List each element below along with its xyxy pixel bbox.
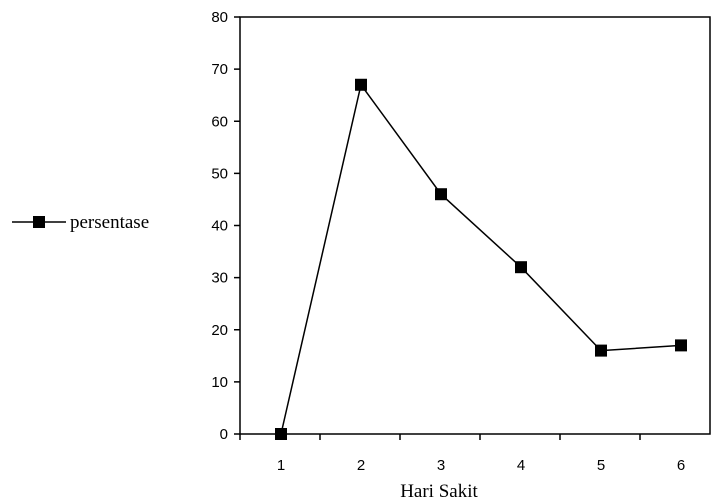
x-tick-label: 5	[597, 457, 605, 474]
legend: persentase	[12, 212, 149, 233]
data-point-marker	[355, 78, 367, 91]
legend-square-marker-icon	[33, 216, 45, 228]
data-point-marker	[275, 428, 287, 440]
data-point-marker	[435, 188, 447, 201]
y-tick-label: 30	[211, 270, 228, 287]
legend-label: persentase	[70, 212, 149, 233]
x-tick-label: 4	[517, 457, 525, 474]
y-tick-label: 40	[211, 218, 228, 235]
data-point-marker	[595, 344, 607, 357]
data-point-marker	[515, 261, 527, 274]
y-tick-label: 20	[211, 322, 228, 339]
x-axis-label: Hari Sakit	[400, 481, 478, 502]
series-line-persentase	[280, 82, 682, 435]
data-point-marker	[675, 339, 687, 352]
y-tick-label: 70	[211, 61, 228, 78]
y-tick-label: 80	[211, 9, 228, 26]
x-axis: 1 2 3 4 5 6	[239, 434, 685, 474]
x-tick-label: 2	[357, 457, 365, 474]
x-tick-label: 3	[437, 457, 445, 474]
y-tick-label: 60	[211, 113, 228, 130]
y-tick-label: 50	[211, 165, 228, 182]
x-tick-label: 1	[277, 457, 285, 474]
series-markers	[275, 78, 687, 440]
x-tick-label: 6	[677, 457, 685, 474]
y-tick-label: 0	[220, 426, 228, 443]
y-axis: 0 10 20 30 40 50 60 70 80	[211, 9, 240, 443]
y-tick-label: 10	[211, 374, 228, 391]
